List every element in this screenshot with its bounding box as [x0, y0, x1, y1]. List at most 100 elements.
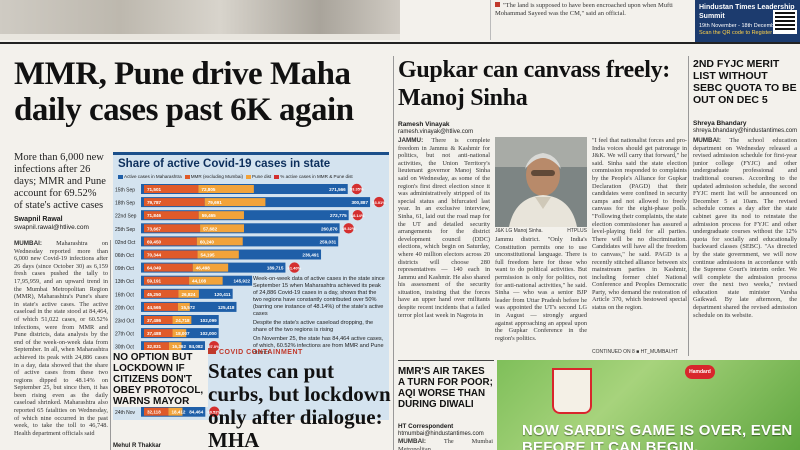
bar-pune — [172, 329, 187, 338]
portrait-illustration — [495, 137, 587, 227]
byline-name: Swapnil Rawal — [14, 216, 63, 223]
value-label-pune: 60,240 — [200, 239, 214, 244]
value-label-pune: 26,824 — [181, 292, 195, 297]
byline-email: swapnil.rawal@htlive.com — [14, 224, 89, 231]
category-label: 30th Oct — [115, 345, 135, 351]
bar-mmr — [144, 316, 173, 324]
manoj-sinha-photo — [495, 137, 587, 227]
value-label-total: 236,491 — [302, 253, 319, 258]
value-label-pune: 44,108 — [192, 279, 206, 284]
top-divider — [0, 42, 800, 44]
air-byline: HT Correspondent htmumbai@hindustantimes… — [398, 423, 484, 438]
percent-label: 49.32% — [342, 226, 356, 231]
fyjc-body: MUMBAI: The school education department … — [693, 137, 797, 357]
value-label-total: 125,418 — [218, 305, 235, 310]
caption-text: J&K LG Manoj Sinha. — [495, 228, 543, 234]
bullet-icon — [495, 2, 500, 7]
bar-pune — [196, 237, 243, 246]
category-label: 25th Sep — [115, 227, 135, 233]
bar-mmr — [144, 302, 178, 311]
value-label-pune: 16,362 — [172, 344, 186, 349]
category-label: 15th Sep — [115, 188, 135, 194]
chart-title: Share of active Covid-19 cases in state — [118, 158, 331, 170]
mayor-byline: Mehul R Thakkar — [113, 443, 162, 449]
legend-label: MMR (excluding Mumbai) — [190, 174, 244, 179]
percent-badge — [351, 183, 362, 195]
category-label: 16th Oct — [115, 292, 135, 298]
category-label: 09th Oct — [115, 266, 135, 272]
bar-pune — [168, 342, 182, 351]
percent-label: 57.0% — [208, 344, 220, 349]
bar-mmr — [144, 263, 193, 272]
qr-code-icon[interactable] — [773, 10, 797, 34]
summit-title: Hindustan Times Leadership Summit — [699, 4, 795, 20]
main-headline: MMR, Pune drive Maha daily cases past 6K… — [14, 56, 354, 128]
percent-badge — [373, 196, 385, 208]
dateline: MUMBAI: — [398, 438, 426, 445]
sinha-body-col1: JAMMU: There is complete freedom in Jamm… — [398, 137, 490, 337]
value-label-total: 271,566 — [329, 187, 346, 192]
ad-headline: NOW SARDI'S GAME IS OVER, EVEN BEFORE IT… — [522, 422, 793, 450]
percent-label: 60.52% — [208, 409, 222, 414]
value-label-pune: 72,805 — [201, 187, 215, 192]
bar-mmr — [144, 224, 201, 233]
legend-swatch — [274, 174, 280, 179]
value-label-pune: 57,682 — [203, 226, 217, 231]
legend-item: % active cases in MMR & Pune dist — [274, 174, 353, 180]
summit-banner[interactable]: Hindustan Times Leadership Summit 19th N… — [695, 0, 800, 42]
air-quality-headline: MMR's air takes a turn for poor; AQI wor… — [398, 366, 493, 410]
value-label-pune: 18,007 — [176, 331, 190, 336]
category-label: 13th Oct — [115, 279, 135, 285]
bar-mmr — [144, 237, 197, 246]
legend-label: % active cases in MMR & Pune dist — [280, 174, 353, 179]
legend-swatch — [184, 174, 190, 179]
bar-pune — [198, 185, 254, 193]
sinha-body-col2: Jammu district. "Only India's Constituti… — [495, 236, 587, 342]
sinha-body-col3: "I feel that nationalist forces and pro-… — [592, 137, 687, 312]
value-label-pune: 15,572 — [181, 305, 195, 310]
section-tag: COVID CONTAINMENT — [208, 348, 303, 356]
value-label-mmr: 69,450 — [147, 239, 161, 244]
byline-name: Ramesh Vinayak — [398, 121, 450, 128]
value-label-mmr: 79,787 — [147, 200, 161, 205]
top-photo — [0, 0, 400, 40]
value-label-pune: 59,465 — [202, 213, 216, 218]
fyjc-headline: 2nd FYJC merit list without SEBC quota t… — [693, 58, 797, 106]
value-label-total: 145,922 — [233, 279, 250, 284]
value-label-total: 102,000 — [200, 331, 217, 336]
mha-headline: States can put curbs, but lockdown only … — [208, 359, 391, 450]
category-label: 27th Oct — [115, 332, 135, 338]
value-label-mmr: 73,667 — [147, 226, 161, 231]
photo-caption: J&K LG Manoj Sinha. HTPLUS — [495, 228, 587, 234]
legend-label: Active cases in Maharashtra — [124, 174, 182, 179]
bar-mmr — [144, 198, 205, 207]
value-label-mmr: 59,191 — [147, 279, 161, 284]
percent-badge — [289, 262, 300, 273]
summit-cta: Scan the QR code to Register — [699, 30, 773, 36]
bar-mmr — [144, 407, 169, 416]
product-jar-icon — [552, 368, 592, 414]
column-divider — [688, 56, 689, 356]
bar-pune — [178, 289, 199, 298]
value-label-total: 259,031 — [320, 239, 337, 244]
chart-legend: Active cases in Maharashtra MMR (excludin… — [118, 174, 386, 180]
value-label-pune: 46,498 — [196, 266, 210, 271]
value-label-mmr: 44,565 — [147, 305, 161, 310]
hamdard-advertisement[interactable]: Hamdard NOW SARDI'S GAME IS OVER, EVEN B… — [497, 360, 800, 450]
byline-email: ramesh.vinayak@htlive.com — [398, 128, 474, 135]
bar-pune — [172, 316, 192, 324]
category-label: 22nd Sep — [115, 214, 137, 220]
bar-mmr — [144, 289, 179, 298]
chart-note-2: Despite the state's active caseload drop… — [253, 320, 374, 333]
value-label-mmr: 71,501 — [147, 187, 161, 192]
chart-notes: Week-on-week data of active cases in the… — [253, 276, 385, 359]
value-label-mmr: 71,846 — [147, 213, 161, 218]
bar-total — [141, 210, 349, 221]
byline-name: HT Correspondent — [398, 423, 454, 430]
value-label-total: 260,876 — [321, 226, 338, 231]
category-label: 23rd Oct — [115, 319, 135, 325]
photo-credit: HTPLUS — [567, 228, 587, 234]
dateline: MUMBAI: — [693, 137, 721, 144]
byline-email: shreya.bhandary@hindustantimes.com — [693, 127, 798, 134]
